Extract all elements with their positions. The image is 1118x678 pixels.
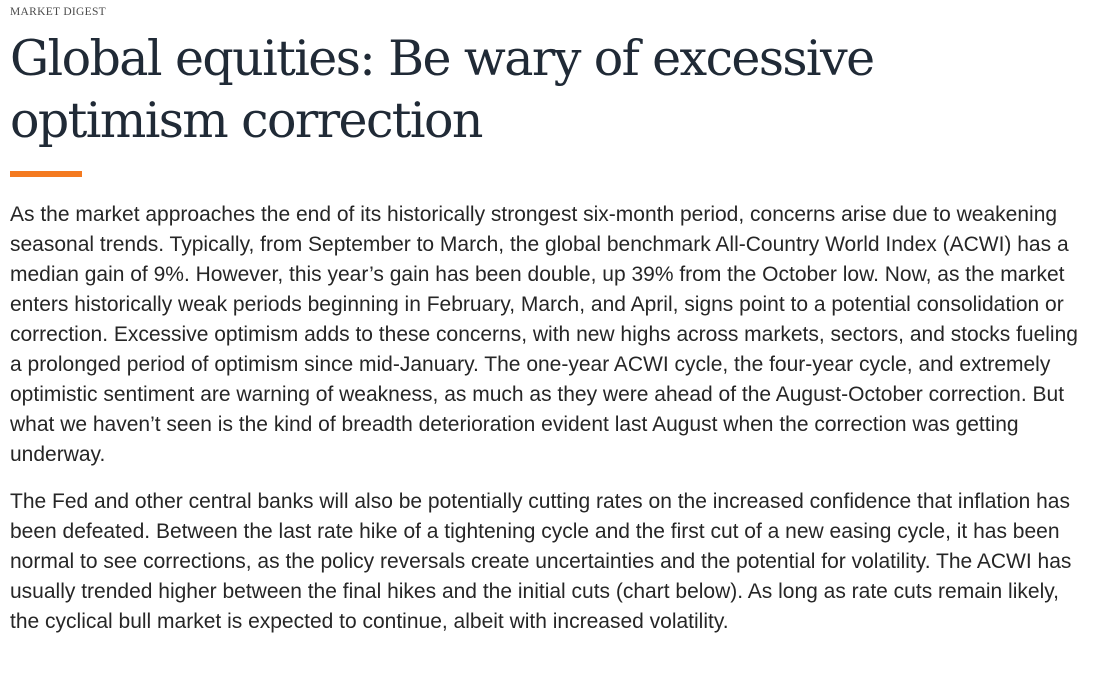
article-headline: Global equities: Be wary of excessive op… xyxy=(10,30,875,149)
article-paragraph-2: The Fed and other central banks will als… xyxy=(10,490,1072,633)
accent-rule xyxy=(10,171,82,177)
section-kicker: MARKET DIGEST xyxy=(10,6,107,18)
article-paragraph-1: As the market approaches the end of its … xyxy=(10,203,1078,466)
